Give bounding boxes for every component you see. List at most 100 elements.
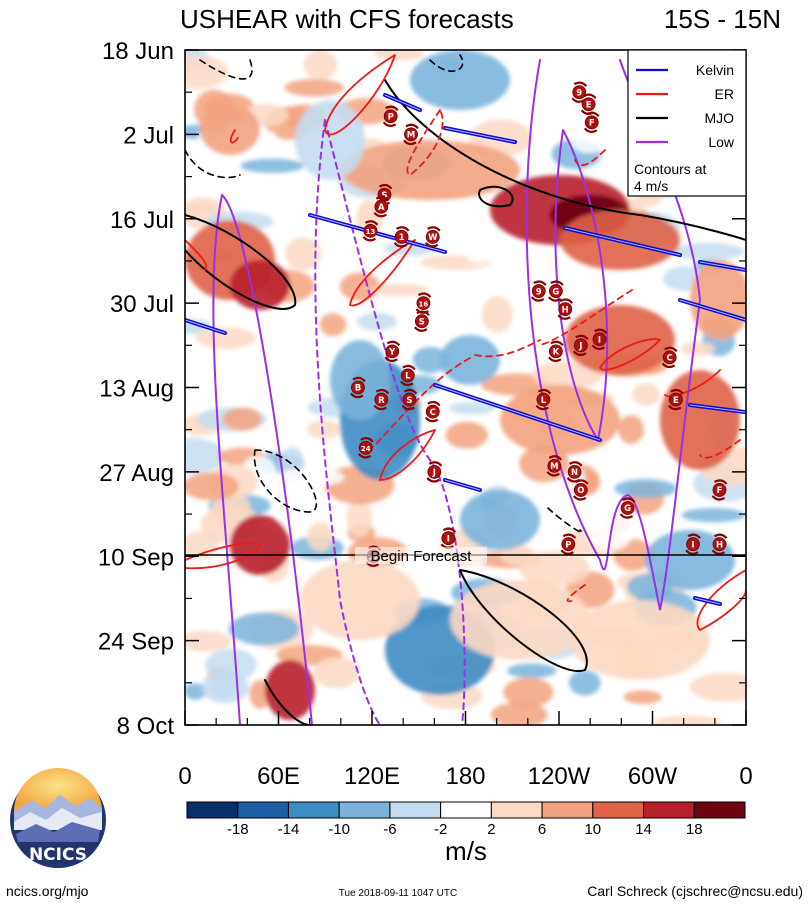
storm-marker: P	[560, 533, 577, 555]
colorbar-swatch	[541, 801, 594, 819]
ncics-logo: NCICS	[10, 768, 106, 868]
wave-contour	[525, 59, 702, 611]
x-axis-labels: 0 60E 120E 180 120W 60W 0	[178, 763, 752, 790]
storm-marker-label: 24	[361, 445, 371, 453]
colorbar-unit: m/s	[445, 836, 487, 866]
wave-contour	[574, 149, 606, 167]
storm-marker: R	[373, 388, 390, 411]
colorbar-tick-label: 18	[686, 821, 703, 838]
storm-marker-label: W	[428, 233, 438, 243]
x-tick-label: 0	[739, 763, 752, 790]
storm-marker: L	[535, 388, 552, 411]
wave-contour	[253, 449, 317, 513]
storm-marker: 24	[357, 437, 374, 459]
wave-contour	[566, 584, 586, 603]
storm-marker-label: 1	[399, 233, 405, 243]
colorbar-tick-label: -6	[383, 821, 396, 838]
legend-note-1: Contours at	[634, 161, 706, 177]
colorbar-swatch	[237, 801, 289, 819]
storm-marker-label: F	[717, 486, 723, 496]
region-label: 15S - 15N	[664, 4, 781, 34]
storm-marker: O	[572, 479, 589, 501]
wave-contour	[598, 338, 661, 371]
storm-marker: H	[711, 533, 728, 555]
colorbar-tick-label: 6	[538, 821, 546, 838]
x-tick-label: 120E	[344, 763, 400, 790]
legend-entry: ER	[715, 86, 734, 102]
storm-marker: M	[546, 455, 563, 477]
storm-marker: F	[583, 111, 600, 134]
legend: Kelvin ER MJO Low Contours at 4 m/s	[627, 49, 747, 197]
storm-marker: 9	[530, 280, 547, 302]
storm-marker-label: R	[378, 396, 385, 406]
storm-marker-label: L	[405, 372, 411, 382]
storm-marker-label: 13	[366, 228, 376, 236]
y-tick-label: 16 Jul	[110, 207, 174, 234]
storm-marker-label: E	[673, 396, 679, 406]
footer-timestamp: Tue 2018-09-11 1047 UTC	[339, 888, 457, 899]
wave-contour	[478, 185, 514, 208]
storm-marker-label: P	[565, 540, 571, 550]
storm-marker-label: M	[550, 462, 558, 472]
storm-marker-label: E	[586, 100, 592, 110]
storm-marker: J	[572, 334, 589, 357]
storm-marker-label: 9	[576, 88, 582, 98]
wave-contour	[384, 79, 746, 241]
storm-marker: S	[414, 310, 430, 332]
colorbar-tick-label: 2	[487, 821, 495, 838]
storm-marker: C	[661, 346, 678, 369]
wave-contour	[348, 239, 416, 307]
x-tick-label: 180	[445, 763, 485, 790]
colorbar-tick-label: -14	[278, 821, 300, 838]
storm-marker-label: L	[541, 396, 547, 406]
wave-contour	[314, 119, 466, 725]
colorbar-tick-label: -2	[434, 821, 447, 838]
x-tick-label: 120W	[528, 763, 591, 790]
wave-contour	[199, 59, 253, 80]
colorbar-tick-label: -10	[328, 821, 350, 838]
y-tick-label: 24 Sep	[98, 629, 174, 656]
storm-marker-label: Y	[388, 348, 396, 358]
storm-marker: A	[373, 196, 390, 218]
storm-marker: I	[440, 527, 457, 549]
storm-marker: 1	[393, 226, 410, 248]
wave-contour	[459, 569, 588, 673]
colorbar-swatch	[693, 801, 746, 819]
storm-marker-label: I	[598, 335, 601, 345]
storm-marker-label: G	[552, 287, 559, 297]
x-tick-label: 0	[178, 763, 191, 790]
storm-marker-label: J	[578, 342, 582, 352]
x-tick-label: 60W	[628, 763, 678, 790]
wave-contour	[185, 214, 297, 310]
storm-marker: J	[426, 461, 443, 483]
storm-marker-label: G	[624, 504, 631, 514]
colorbar-swatch	[592, 801, 645, 819]
y-tick-label: 8 Oct	[117, 713, 175, 740]
storm-marker: P	[382, 105, 399, 127]
forecast-line: Begin Forecast	[185, 547, 746, 565]
storm-marker: Y	[384, 340, 401, 363]
storm-marker-label: P	[388, 112, 394, 122]
colorbar-swatch	[338, 801, 391, 819]
storm-marker-label: B	[355, 384, 361, 394]
storm-marker-label: N	[571, 468, 578, 478]
wave-contour	[378, 429, 436, 481]
wave-contour	[696, 569, 746, 632]
colorbar-swatch	[643, 801, 695, 819]
storm-marker: I	[685, 533, 701, 555]
storm-marker: K	[548, 340, 564, 363]
begin-forecast-label: Begin Forecast	[371, 548, 473, 565]
wave-contour	[539, 289, 633, 346]
y-axis-labels: 18 Jun 2 Jul 16 Jul 30 Jul 13 Aug 27 Aug 10 Se…	[98, 38, 174, 740]
storm-marker: H	[557, 298, 574, 320]
storm-marker-label: C	[430, 408, 436, 418]
storm-marker: W	[424, 226, 441, 248]
storm-marker-label: A	[378, 203, 385, 213]
y-tick-label: 27 Aug	[99, 460, 174, 487]
legend-note-2: 4 m/s	[634, 178, 668, 194]
storm-marker: G	[619, 497, 636, 519]
storm-marker: I	[591, 328, 608, 350]
storm-marker: L	[399, 364, 416, 387]
storm-marker-label: J	[432, 468, 436, 478]
